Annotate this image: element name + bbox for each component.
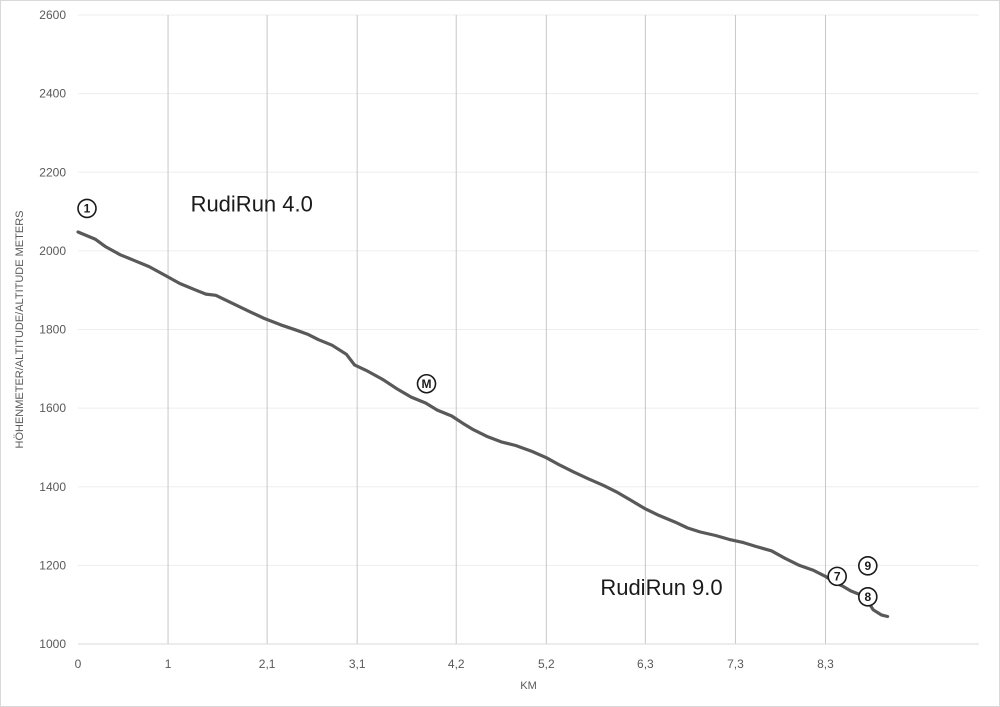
checkpoint-marker: 8 (858, 587, 878, 607)
checkpoint-marker: 1 (77, 198, 97, 219)
checkpoint-marker-circle (858, 587, 878, 607)
race-annotation-label: RudiRun 4.0 (191, 192, 313, 217)
y-tick-label: 2200 (39, 165, 66, 179)
y-tick-label: 2600 (39, 8, 66, 22)
x-tick-label: 2,1 (259, 657, 276, 671)
y-tick-label: 1400 (39, 480, 66, 494)
marker-layer: 1 M 7 9 8 (77, 198, 878, 607)
x-axis-title: KM (520, 680, 537, 692)
checkpoint-marker-label: 1 (84, 201, 91, 215)
y-tick-label: 1200 (39, 558, 66, 572)
annotation-layer: RudiRun 4.0 RudiRun 9.0 (191, 192, 723, 600)
race-annotation-label: RudiRun 9.0 (600, 575, 722, 600)
x-tick-label: 7,3 (727, 657, 744, 671)
x-tick-label: 6,3 (637, 657, 654, 671)
checkpoint-marker: 7 (827, 566, 847, 587)
checkpoint-marker: 9 (858, 555, 878, 576)
y-tick-label: 1000 (39, 637, 66, 651)
x-tick-label: 5,2 (538, 657, 555, 671)
checkpoint-marker: M (416, 373, 437, 394)
y-tick-label: 1800 (39, 323, 66, 337)
axis-layer: 1000 1200 1400 1600 1800 2000 2200 2400 2600 0 1 2,… (39, 8, 979, 671)
y-tick-label: 1600 (39, 401, 66, 415)
y-tick-label: 2000 (39, 244, 66, 258)
checkpoint-marker-circle (858, 555, 878, 576)
altitude-series-line (76, 230, 890, 619)
y-tick-label: 2400 (39, 87, 66, 101)
x-tick-label: 1 (165, 657, 172, 671)
checkpoint-marker-label: 7 (834, 569, 841, 583)
x-tick-label: 3,1 (349, 657, 366, 671)
grid-layer (78, 14, 979, 645)
checkpoint-marker-label: M (422, 377, 432, 391)
x-tick-label: 8,3 (817, 657, 834, 671)
checkpoint-marker-circle (77, 198, 97, 219)
x-tick-label: 0 (75, 657, 82, 671)
checkpoint-marker-label: 9 (864, 559, 871, 573)
checkpoint-marker-label: 8 (864, 590, 871, 604)
x-tick-label: 4,2 (448, 657, 465, 671)
series-layer (76, 230, 890, 619)
y-axis-title: HÖHENMETER/ALTITUDE/ALTITUDE METERS (14, 211, 26, 449)
checkpoint-marker-circle (827, 566, 847, 587)
checkpoint-marker-circle (416, 373, 437, 394)
